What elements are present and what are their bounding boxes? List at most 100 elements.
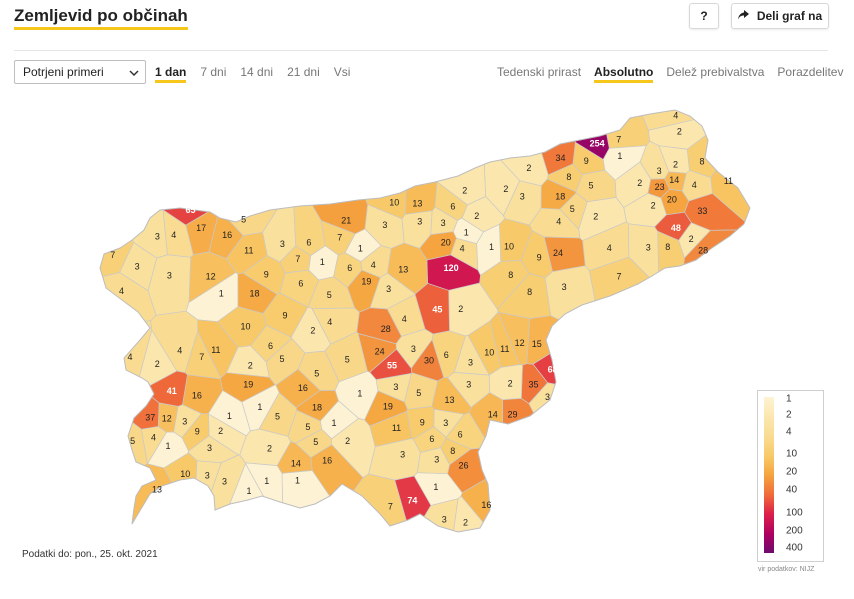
legend-label-2: 2 [786,409,792,421]
municipality-value-label: 1 [320,257,325,267]
tab-vsi[interactable]: Vsi [333,65,351,79]
municipality-value-label: 6 [268,341,273,351]
tab-21-dni[interactable]: 21 dni [287,65,320,79]
municipality-value-label: 2 [689,234,694,244]
municipality-value-label: 3 [382,220,387,230]
municipality-value-label: 5 [130,436,135,446]
municipality-value-label: 1 [464,227,469,237]
municipality-region[interactable] [588,256,736,503]
municipality-region[interactable] [394,475,432,538]
tab-delez-prebivalstva[interactable]: Delež prebivalstva [666,65,765,79]
municipality-region[interactable] [101,388,160,430]
time-range-tabs: 1 dan 7 dni 14 dni 21 dni Vsi [155,65,350,83]
municipality-region[interactable] [602,145,647,181]
municipality-value-label: 1 [257,402,262,412]
municipality-value-label: 16 [322,455,332,465]
municipality-region[interactable] [681,170,713,202]
color-legend: 1 2 4 10 20 40 100 200 400 [757,390,824,562]
municipality-value-label: 3 [468,358,473,368]
municipality-value-label: 7 [337,233,342,243]
municipality-region[interactable] [275,368,321,408]
municipality-value-label: 3 [386,284,391,294]
municipality-region[interactable] [265,337,306,386]
municipality-value-label: 41 [167,386,177,396]
municipality-region[interactable] [237,272,278,314]
municipality-value-label: 74 [407,495,417,505]
data-date: Podatki do: pon., 25. okt. 2021 [22,549,158,560]
municipality-region[interactable] [447,372,490,408]
municipality-region[interactable] [578,197,627,242]
municipality-value-label: 7 [110,250,115,260]
municipality-value-label: 1 [489,242,494,252]
help-button[interactable]: ? [689,3,719,29]
municipality-region[interactable] [141,370,188,407]
municipality-value-label: 26 [458,461,468,471]
municipality-value-label: 2 [474,211,479,221]
municipality-region[interactable] [279,269,320,308]
municipality-value-label: 3 [562,282,567,292]
tab-7-dni[interactable]: 7 dni [200,65,227,79]
municipality-value-label: 1 [617,151,622,161]
municipality-region[interactable] [258,392,298,437]
municipality-value-label: 1 [358,244,363,254]
municipality-region[interactable] [324,331,368,383]
share-button[interactable]: Deli graf na [731,3,829,29]
municipality-region[interactable] [426,254,481,291]
municipality-region[interactable] [461,196,506,233]
municipality-value-label: 14 [488,410,498,420]
municipality-region[interactable] [356,307,402,345]
municipality-value-label: 16 [298,383,308,393]
municipality-region[interactable] [405,100,438,215]
municipality-value-label: 4 [607,243,612,253]
municipality-value-label: 12 [515,338,525,348]
municipality-value-label: 2 [310,326,315,336]
municipality-region[interactable] [532,331,755,423]
legend-gradient [764,397,774,553]
tab-porazdelitev[interactable]: Porazdelitev [777,65,844,79]
municipality-region[interactable] [460,463,755,541]
municipality-value-label: 6 [306,238,311,248]
municipality-value-label: 11 [211,345,220,355]
municipality-region[interactable] [320,220,356,256]
municipality-value-label: 19 [243,380,253,390]
municipality-value-label: 11 [500,344,509,354]
tab-1-dan[interactable]: 1 dan [155,65,187,83]
municipality-value-label: 28 [698,245,708,255]
page-title: Zemljevid po občinah [14,6,188,30]
municipality-value-label: 4 [402,314,407,324]
municipality-value-label: 1 [165,441,170,451]
municipality-region[interactable] [434,181,468,221]
tab-14-dni[interactable]: 14 dni [240,65,274,79]
municipality-region[interactable] [90,320,153,401]
municipality-value-label: 20 [667,195,677,205]
municipality-region[interactable] [90,100,238,226]
municipality-value-label: 3 [280,239,285,249]
municipality-region[interactable] [150,310,199,374]
municipality-region[interactable] [364,390,408,427]
tab-tedenski-prirast[interactable]: Tedenski prirast [497,65,582,79]
municipality-value-label: 5 [305,422,310,432]
municipality-value-label: 2 [458,304,463,314]
metric-select[interactable]: Potrjeni primeri [14,60,146,84]
municipality-value-label: 16 [222,230,232,240]
municipality-value-label: 30 [424,355,434,365]
municipality-region[interactable] [678,229,756,540]
municipality-region[interactable] [575,169,617,203]
municipality-value-label: 2 [462,186,467,196]
municipality-region[interactable] [347,269,381,313]
municipality-region[interactable] [188,251,237,303]
municipality-value-label: 4 [327,317,332,327]
share-label: Deli graf na [756,9,823,23]
municipality-value-label: 6 [444,350,449,360]
municipality-value-label: 1 [219,289,224,299]
municipality-value-label: 3 [646,242,651,252]
header-divider [14,50,828,51]
municipality-region[interactable] [489,311,521,368]
municipality-value-label: 3 [441,218,446,228]
municipality-value-label: 4 [556,217,561,227]
municipality-value-label: 13 [152,484,162,494]
tab-absolutno[interactable]: Absolutno [594,65,654,83]
municipality-region[interactable] [528,382,755,540]
municipality-region[interactable] [294,428,333,458]
